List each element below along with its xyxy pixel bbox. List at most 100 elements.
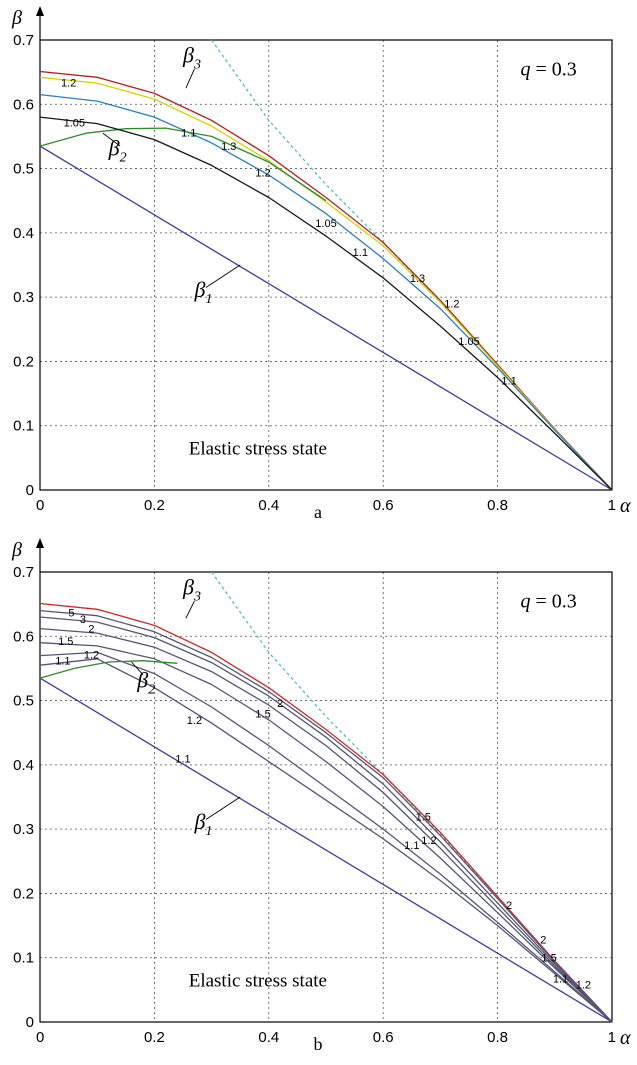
chart-a-leader-line: [185, 68, 195, 89]
chart-a-series-b3: [39, 70, 613, 491]
chart-a-param-label: q = 0.3: [520, 58, 576, 80]
chart-b-y-tick-label: 0.2: [13, 885, 34, 902]
chart-b-y-tick-label: 0.3: [13, 821, 34, 838]
chart-a-panel-letter: a: [314, 502, 322, 522]
chart-b-contour-label: 1.5: [58, 636, 73, 648]
chart-b-series-b3: [39, 602, 613, 1023]
chart-b-x-tick-label: 0: [36, 1029, 44, 1046]
chart-a-x-tick-label: 1: [608, 497, 616, 514]
chart-b-contour-label: 1.1: [55, 656, 70, 668]
chart-a-series-c12: [39, 93, 613, 491]
chart-b-contour-label: 5: [68, 608, 74, 620]
panel-a: 0 0.2 0.4 0.6 0.8 1 0 0.1 0.2 0.3 0.4 0.5 0.6 0.7 α β 1.…: [11, 6, 631, 522]
chart-a-curve-name-beta2: β2: [108, 136, 127, 166]
chart-b-series-k3: [39, 616, 613, 1023]
chart-a-x-tick-label: 0.8: [487, 497, 508, 514]
chart-a-y-tick-label: 0: [26, 482, 34, 499]
chart-a-x-tick-label: 0.4: [258, 497, 279, 514]
chart-b-curve-name-beta2: β2: [136, 668, 155, 698]
chart-b-contour-label: 2: [277, 698, 283, 710]
chart-b-y-tick-label: 0: [26, 1014, 34, 1031]
chart-a-curve-name-beta3: β3: [182, 43, 201, 73]
chart-a-x-tick-label: 0: [36, 497, 44, 514]
chart-b-y-tick-label: 0.4: [13, 757, 34, 774]
chart-b-contour-label: 2: [88, 624, 94, 636]
chart-a-contour-label: 1.3: [221, 141, 236, 153]
chart-a-region-label: Elastic stress state: [189, 439, 327, 460]
chart-a-series-b2: [39, 127, 327, 202]
chart-a-y-arrow-icon: [36, 6, 44, 16]
chart-b-contour-label: 1.5: [541, 953, 556, 965]
chart-b-series-b1: [39, 677, 613, 1023]
chart-b-contour-label: 1.5: [416, 811, 431, 823]
chart-b-leader-line: [131, 661, 144, 676]
chart-b-contour-label: 1.5: [255, 708, 270, 720]
chart-a-contour-label: 1.2: [444, 299, 459, 311]
chart-b-series-k2: [39, 627, 613, 1023]
chart-a-curve-name-beta1: β1: [193, 277, 212, 307]
chart-a-x-axis-label: α: [620, 495, 631, 517]
chart-b-y-tick-label: 0.6: [13, 628, 34, 645]
chart-b-panel-letter: b: [314, 1034, 323, 1054]
chart-b-leader-line: [185, 600, 195, 619]
chart-a-y-tick-label: 0.7: [13, 32, 34, 49]
chart-b-y-arrow-icon: [36, 538, 44, 548]
chart-b-contour-label: 2: [540, 935, 546, 947]
chart-a-y-tick-label: 0.1: [13, 418, 34, 435]
chart-a-y-tick-label: 0.3: [13, 289, 34, 306]
chart-b-frame: [39, 571, 613, 1023]
chart-b-contour-label: 2: [506, 900, 512, 912]
chart-a-contour-label: 1.05: [458, 336, 479, 348]
chart-a-y-tick-label: 0.6: [13, 96, 34, 113]
chart-a-series-c13: [39, 76, 613, 491]
panel-b: 0 0.2 0.4 0.6 0.8 1 0 0.1 0.2 0.3 0.4 0.5 0.6 0.7 α β 53…: [11, 538, 631, 1054]
chart-b-y-tick-label: 0.5: [13, 693, 34, 710]
chart-b-contour-label: 1.1: [404, 840, 419, 852]
chart-a-series-c105: [39, 116, 613, 491]
chart-a-y-axis-label: β: [11, 7, 22, 29]
chart-b-contour-label: 1.1: [175, 753, 190, 765]
chart-b-contour-label: 1.2: [84, 649, 99, 661]
chart-b-curve-name-beta1: β1: [193, 809, 212, 839]
chart-b-region-label: Elastic stress state: [189, 971, 327, 992]
chart-a-contour-label: 1.1: [353, 247, 368, 259]
chart-a-contour-label: 1.1: [181, 128, 196, 140]
chart-b-y-axis-label: β: [11, 539, 22, 561]
chart-a-contour-label: 1.05: [315, 218, 336, 230]
chart-b-series-k5: [39, 609, 613, 1023]
chart-a-leader-line: [102, 132, 121, 147]
chart-b-x-axis-label: α: [620, 1027, 631, 1049]
chart-b-series-k11: [39, 658, 613, 1023]
chart-b-series-tangent: [211, 571, 499, 898]
chart-a-leader-line: [205, 264, 241, 288]
chart-b-series-k12: [39, 651, 613, 1023]
chart-a-x-tick-label: 0.2: [144, 497, 165, 514]
chart-b-param-label: q = 0.3: [520, 590, 576, 612]
chart-a-y-tick-label: 0.2: [13, 353, 34, 370]
chart-a-frame: [39, 39, 613, 491]
chart-a-series-b1: [39, 145, 613, 491]
chart-b-contour-label: 1.2: [576, 980, 591, 992]
chart-b-contour-label: 1.1: [553, 973, 568, 985]
chart-a-y-tick-label: 0.4: [13, 225, 34, 242]
chart-a-contour-label: 1.1: [501, 376, 516, 388]
chart-b-series-k15: [39, 642, 613, 1023]
chart-b-leader-line: [205, 796, 241, 820]
chart-b-curve-name-beta3: β3: [182, 575, 201, 605]
chart-a-x-tick-label: 0.6: [373, 497, 394, 514]
chart-a-contour-label: 1.2: [255, 167, 270, 179]
chart-a-contour-label: 1.2: [61, 77, 76, 89]
chart-a-y-tick-label: 0.5: [13, 161, 34, 178]
chart-b-y-tick-label: 0.7: [13, 564, 34, 581]
chart-b-contour-label: 1.2: [187, 715, 202, 727]
chart-b-x-tick-label: 0.8: [487, 1029, 508, 1046]
chart-b-contour-label: 1.2: [421, 835, 436, 847]
chart-b-y-tick-label: 0.1: [13, 950, 34, 967]
chart-a-grid: [40, 40, 612, 490]
chart-b-x-tick-label: 0.4: [258, 1029, 279, 1046]
chart-a-contour-label: 1.3: [410, 273, 425, 285]
chart-b-contour-label: 3: [80, 614, 86, 626]
chart-b-x-tick-label: 0.6: [373, 1029, 394, 1046]
chart-b-x-tick-label: 0.2: [144, 1029, 165, 1046]
